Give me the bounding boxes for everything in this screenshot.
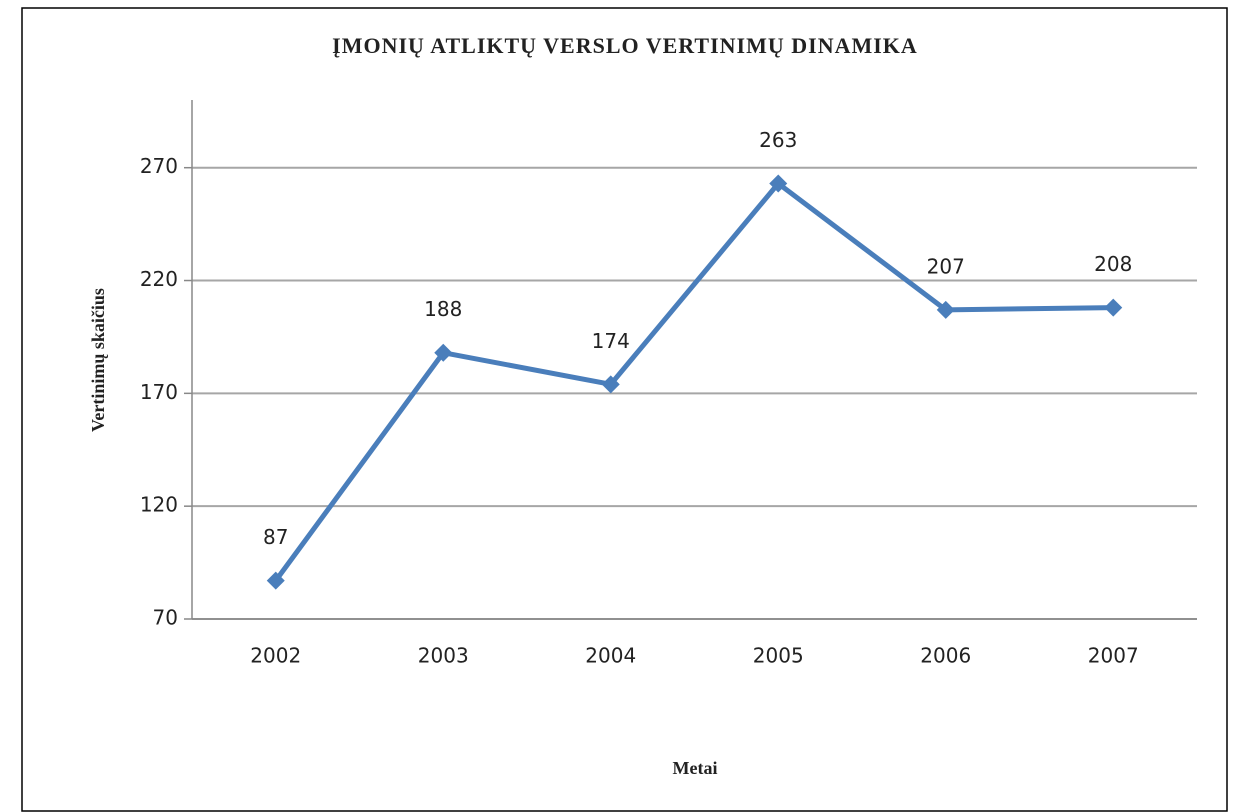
y-tick-label: 70 xyxy=(153,606,178,630)
frame xyxy=(21,7,1228,812)
y-tick-label: 270 xyxy=(140,154,178,178)
data-label: 263 xyxy=(759,128,797,152)
y-tick-label: 220 xyxy=(140,267,178,291)
marker xyxy=(1104,298,1123,317)
chart-title: ĮMONIŲ ATLIKTŲ VERSLO VERTINIMŲ DINAMIKA xyxy=(332,33,918,58)
data-label: 207 xyxy=(927,254,965,278)
marker xyxy=(601,375,620,394)
marker xyxy=(434,343,453,362)
x-tick-label: 2004 xyxy=(585,644,636,668)
data-label: 87 xyxy=(263,525,288,549)
x-tick-label: 2005 xyxy=(753,644,804,668)
x-tick-label: 2007 xyxy=(1088,644,1139,668)
data-label: 174 xyxy=(592,329,630,353)
marker xyxy=(936,300,955,319)
x-tick-label: 2003 xyxy=(418,644,469,668)
y-tick-label: 170 xyxy=(140,380,178,404)
x-tick-label: 2002 xyxy=(250,644,301,668)
series-line xyxy=(273,180,1114,583)
marker xyxy=(266,571,285,590)
data-label: 208 xyxy=(1094,252,1132,276)
marker xyxy=(769,174,788,193)
x-axis-label: Metai xyxy=(673,758,718,778)
y-tick-label: 120 xyxy=(140,493,178,517)
x-tick-label: 2006 xyxy=(920,644,971,668)
data-label: 188 xyxy=(424,297,462,321)
y-axis-label: Vertinimų skaičius xyxy=(88,288,108,432)
